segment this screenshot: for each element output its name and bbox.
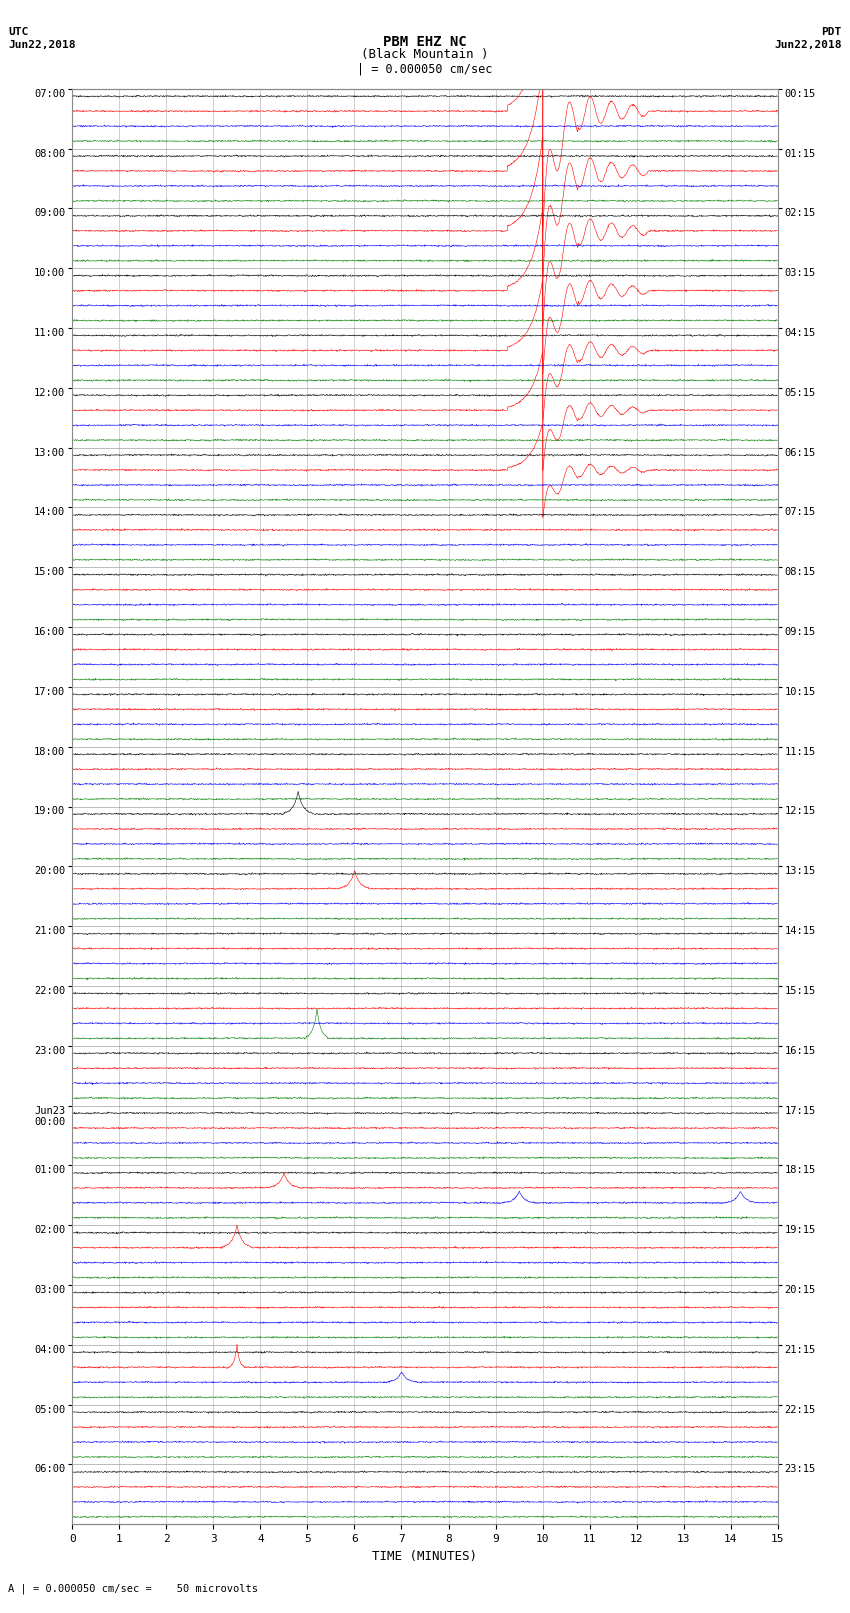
Text: Jun22,2018: Jun22,2018 (774, 40, 842, 50)
Text: PDT: PDT (821, 27, 842, 37)
Text: UTC: UTC (8, 27, 29, 37)
Text: A | = 0.000050 cm/sec =    50 microvolts: A | = 0.000050 cm/sec = 50 microvolts (8, 1582, 258, 1594)
Text: PBM EHZ NC: PBM EHZ NC (383, 35, 467, 50)
X-axis label: TIME (MINUTES): TIME (MINUTES) (372, 1550, 478, 1563)
Text: (Black Mountain ): (Black Mountain ) (361, 48, 489, 61)
Text: Jun22,2018: Jun22,2018 (8, 40, 76, 50)
Text: | = 0.000050 cm/sec: | = 0.000050 cm/sec (357, 63, 493, 76)
